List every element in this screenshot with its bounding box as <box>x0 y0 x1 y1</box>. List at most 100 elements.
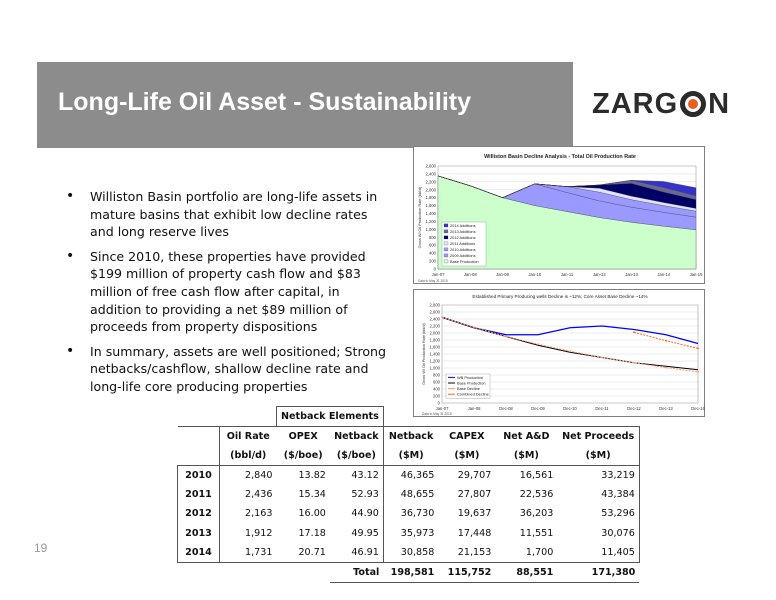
table-cell: 20.71 <box>276 543 330 563</box>
table-cell: 33,219 <box>557 465 640 485</box>
total-row: Total 198,581 115,752 88,551 171,380 <box>178 562 640 583</box>
chart-title: Williston Basin Decline Analysis - Total… <box>484 154 636 160</box>
unit-header: ($M) <box>495 445 558 466</box>
y-tick-label: 1,200 <box>426 219 437 224</box>
column-header: Oil Rate <box>219 425 277 446</box>
chart-title: Established Primary Producing wells Decl… <box>472 294 647 299</box>
table-cell: 36,203 <box>519 508 554 520</box>
legend-label: 2011 Additions <box>450 241 475 246</box>
table-cell: 11,551 <box>519 527 554 539</box>
table-cell: 2,436 <box>219 484 277 504</box>
series-point <box>569 350 571 353</box>
legend-swatch <box>443 241 449 246</box>
series-point <box>473 326 475 329</box>
table-row: 2014 1,731 20.71 46.91 30,858 21,153 1,7… <box>177 543 640 563</box>
x-tick-label: Jan-15 <box>690 272 703 277</box>
series-point <box>505 335 507 338</box>
legend <box>441 221 487 267</box>
y-tick-label: 2,800 <box>430 303 441 308</box>
logo-text-right: N <box>708 87 731 120</box>
total-cell: 198,581 <box>383 562 439 583</box>
table-cell: 22,536 <box>519 488 554 500</box>
y-axis-label: Gross WI Oil Production Rate (bbl/d) <box>418 186 422 248</box>
legend-label: Combined Decline <box>457 392 489 397</box>
y-tick-label: 600 <box>433 380 441 385</box>
source-note: Data to May 31 2015 <box>422 412 452 416</box>
bullet-item: Williston Basin portfolio are long-life … <box>64 188 394 241</box>
table-cell: 49.95 <box>329 523 384 543</box>
column-header: Net Proceeds <box>557 425 640 446</box>
y-tick-label: 800 <box>433 373 441 378</box>
table-cell: 11,405 <box>557 543 640 563</box>
table-cell: 1,731 <box>219 543 277 563</box>
y-axis-label: Gross WI Oil Production Rate (bbl/d) <box>422 322 426 384</box>
y-tick-label: 2,600 <box>426 164 437 169</box>
table-row: 2011 2,436 15.34 52.93 48,655 27,807 22,… <box>177 484 640 504</box>
legend-swatch <box>443 247 449 252</box>
netback-elements-header: Netback Elements <box>276 406 384 427</box>
total-cell: 171,380 <box>557 562 640 583</box>
table-cell: 21,153 <box>438 543 496 563</box>
table-cell: 27,807 <box>457 488 492 500</box>
y-tick-label: 1,000 <box>426 227 437 232</box>
table-row: 2012 2,163 16.00 44.90 36,730 19,637 36,… <box>177 504 640 524</box>
year-cell: 2013 <box>177 523 220 543</box>
series-point <box>665 366 667 369</box>
legend-swatch <box>443 253 449 258</box>
y-tick-label: 2,400 <box>430 317 441 322</box>
y-tick-label: 1,400 <box>426 211 437 216</box>
y-tick-label: 1,400 <box>430 352 441 357</box>
line-series <box>441 316 699 371</box>
source-note: Data to May 31 2015 <box>418 279 448 283</box>
y-tick-label: 2,000 <box>430 331 441 336</box>
legend-label: 2012 Additions <box>450 235 476 240</box>
y-tick-label: 1,600 <box>426 203 437 208</box>
x-tick-label: Jan-13 <box>625 272 638 277</box>
year-cell: 2010 <box>177 465 220 485</box>
table-cell: 48,655 <box>400 488 435 500</box>
decline-analysis-chart-svg: Williston Basin Decline Analysis - Total… <box>418 154 703 283</box>
total-label: Total <box>329 562 384 583</box>
legend-label: 2009 Additions <box>450 253 476 258</box>
logo-o-mark-icon <box>680 91 707 117</box>
legend-swatch <box>443 235 449 240</box>
legend-label: Base Decline <box>457 386 480 391</box>
y-tick-label: 200 <box>429 259 437 264</box>
x-tick-label: Dec-08 <box>499 406 513 411</box>
zargon-logo: ZARG N <box>592 87 730 121</box>
series-point <box>441 316 443 319</box>
unit-header: ($M) <box>383 445 439 466</box>
table-cell: 46,365 <box>400 469 435 481</box>
unit-header: ($M) <box>438 445 496 466</box>
y-tick-label: 1,800 <box>426 195 437 200</box>
table-cell: 16,561 <box>519 469 554 481</box>
column-header: Netback <box>383 425 439 446</box>
column-header: Net A&D <box>495 425 558 446</box>
y-tick-label: 0 <box>438 401 441 406</box>
table-cell: 13.82 <box>298 469 326 481</box>
x-tick-label: Dec-13 <box>659 406 673 411</box>
table-cell: 1,912 <box>219 523 277 543</box>
legend-label: 2010 Additions <box>450 247 476 252</box>
primary-decline-chart: Established Primary Producing wells Decl… <box>413 289 705 417</box>
x-tick-label: Jan-07 <box>436 406 449 411</box>
y-tick-label: 1,600 <box>430 345 441 350</box>
y-tick-label: 400 <box>429 251 437 256</box>
series-point <box>633 361 635 364</box>
x-tick-label: Dec-11 <box>595 406 609 411</box>
primary-decline-chart-svg: Established Primary Producing wells Decl… <box>422 294 705 416</box>
x-tick-label: Jan-09 <box>496 272 509 277</box>
table-cell: 2,840 <box>219 465 277 485</box>
unit-header: ($/boe) <box>329 445 384 466</box>
table-cell: 29,707 <box>457 469 492 481</box>
legend-label: Base Production <box>450 259 479 264</box>
x-tick-label: Dec-09 <box>531 406 545 411</box>
table-cell: 17,448 <box>457 527 492 539</box>
decline-analysis-chart: Williston Basin Decline Analysis - Total… <box>413 146 705 284</box>
table-cell: 19,637 <box>457 508 492 520</box>
x-tick-label: Jan-07 <box>432 272 445 277</box>
x-tick-label: Jan-08 <box>468 406 481 411</box>
table-cell: 46.91 <box>329 543 384 563</box>
column-header: OPEX <box>276 425 330 446</box>
table-cell: 52.93 <box>329 484 384 504</box>
